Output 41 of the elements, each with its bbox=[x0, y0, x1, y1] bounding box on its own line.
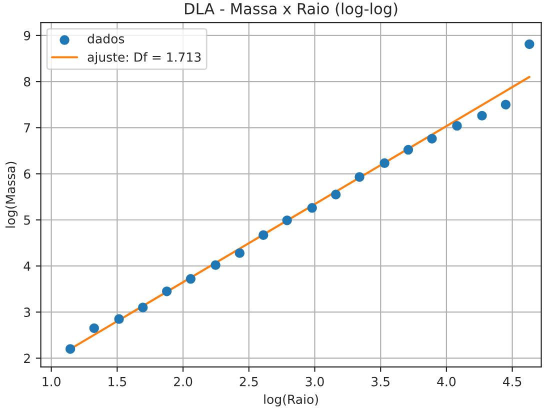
point bbox=[186, 274, 196, 284]
point bbox=[427, 134, 437, 144]
legend-label: ajuste: Df = 1.713 bbox=[88, 52, 201, 64]
x-tick-label: 2.0 bbox=[174, 376, 192, 386]
legend-label: dados bbox=[88, 34, 124, 44]
y-tick-label: 4 bbox=[24, 262, 30, 271]
point bbox=[524, 39, 534, 50]
point bbox=[403, 144, 414, 155]
y-tick-label: 8 bbox=[24, 77, 30, 86]
x-axis-title: log(Raio) bbox=[264, 394, 318, 406]
point bbox=[162, 286, 172, 296]
y-tick-label: 3 bbox=[24, 308, 30, 318]
point bbox=[282, 215, 292, 226]
point bbox=[307, 203, 317, 213]
point bbox=[330, 190, 341, 200]
point bbox=[65, 344, 76, 354]
point bbox=[452, 120, 462, 131]
point bbox=[354, 172, 364, 182]
point bbox=[234, 248, 245, 258]
x-tick-label: 3.0 bbox=[306, 376, 324, 386]
y-tick-label: 9 bbox=[24, 30, 30, 40]
y-tick-label: 6 bbox=[24, 169, 30, 179]
x-tick-label: 1.5 bbox=[108, 377, 126, 386]
point bbox=[477, 110, 487, 121]
point bbox=[89, 323, 99, 334]
y-tick-label: 2 bbox=[24, 354, 30, 363]
x-tick-label: 4.5 bbox=[502, 377, 522, 386]
x-tick-label: 4.0 bbox=[437, 376, 456, 386]
x-tick-label: 1.0 bbox=[42, 376, 60, 386]
chart-title: DLA - Massa x Raio (log-log) bbox=[185, 2, 398, 18]
y-tick-label: 5 bbox=[24, 216, 30, 225]
point bbox=[258, 230, 268, 240]
point bbox=[138, 302, 148, 312]
y-axis-title: log(Massa) bbox=[5, 162, 18, 228]
point bbox=[210, 260, 220, 270]
x-tick-label: 3.5 bbox=[372, 376, 390, 386]
point bbox=[380, 158, 390, 168]
x-tick-label: 2.5 bbox=[240, 376, 258, 386]
point bbox=[500, 100, 511, 110]
point bbox=[114, 314, 124, 324]
y-tick-label: 7 bbox=[24, 123, 30, 132]
